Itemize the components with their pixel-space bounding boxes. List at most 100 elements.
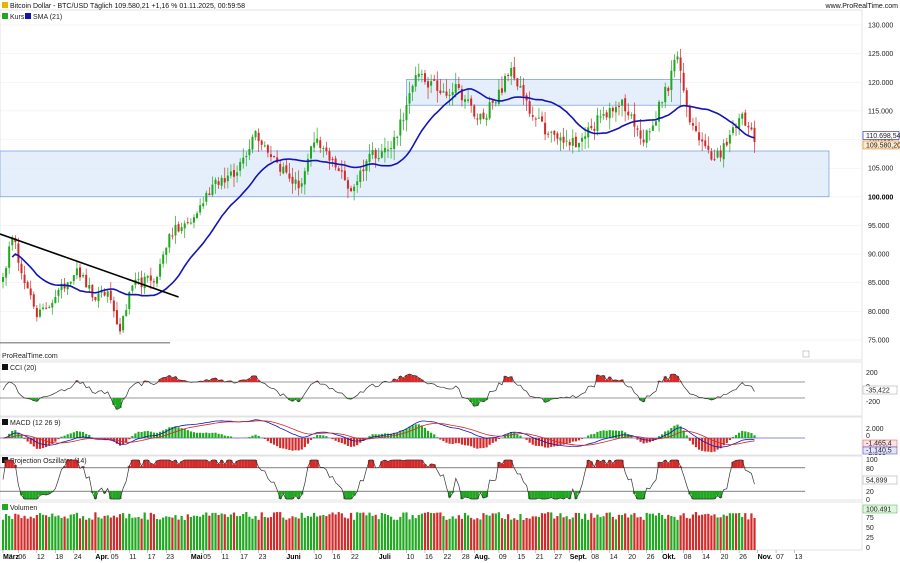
candle-body xyxy=(411,85,414,93)
candle-body xyxy=(574,136,577,148)
candle-body xyxy=(642,139,645,143)
volume-bar xyxy=(346,518,350,550)
candle-body xyxy=(266,145,269,153)
volume-bar xyxy=(368,512,371,550)
x-tick-label: 14 xyxy=(610,554,618,561)
candle-body xyxy=(393,137,396,150)
volume-bar xyxy=(362,512,365,550)
macd-panel: MACD (12 26 9) 2.000 0 -2.000 -1.465,4 -… xyxy=(0,416,898,457)
candle-body xyxy=(11,236,14,246)
volume-bar xyxy=(411,515,414,550)
volume-bar xyxy=(617,514,621,550)
chart-title: Bitcoin Dollar - BTC/USD Täglich 109.580… xyxy=(10,3,245,10)
volume-bar xyxy=(531,516,534,550)
volume-bar xyxy=(463,512,467,550)
panel-resize-icon[interactable] xyxy=(802,350,810,358)
volume-bar xyxy=(602,516,605,550)
candle-body xyxy=(698,132,701,141)
candle-body xyxy=(371,150,374,155)
volume-bar xyxy=(8,515,11,550)
candle-body xyxy=(494,102,497,104)
candle-body xyxy=(571,137,574,146)
volume-bar xyxy=(78,518,82,550)
volume-bar xyxy=(208,515,211,550)
candle-body xyxy=(91,284,94,298)
candle-body xyxy=(516,78,519,87)
candle-body xyxy=(183,223,186,229)
candle-body xyxy=(168,234,171,248)
downtrend-line xyxy=(0,233,179,298)
candle-body xyxy=(297,180,300,189)
volume-bar xyxy=(118,514,122,550)
volume-bar xyxy=(340,513,343,550)
candle-body xyxy=(122,315,125,331)
candle-body xyxy=(146,276,149,278)
x-tick-label: Juli xyxy=(379,554,391,561)
x-tick-label: Nov. xyxy=(758,554,773,561)
candle-body xyxy=(451,92,454,95)
volume-bar xyxy=(235,516,239,550)
x-tick-label: 16 xyxy=(333,554,341,561)
candle-body xyxy=(713,159,716,161)
volume-bar xyxy=(568,519,571,550)
candle-body xyxy=(97,293,100,302)
volume-bar xyxy=(291,516,294,550)
candle-body xyxy=(260,140,263,145)
cci-tick-neg200: -200 xyxy=(866,399,880,406)
volume-bar xyxy=(374,514,377,550)
y-tick-label: 75.000 xyxy=(868,338,890,345)
candle-body xyxy=(402,120,405,122)
candle-body xyxy=(670,70,673,90)
volume-bar xyxy=(442,516,445,550)
macd-line xyxy=(2,419,755,448)
volume-bar xyxy=(26,518,29,550)
volume-bar xyxy=(436,512,439,550)
candle-body xyxy=(279,164,282,172)
volume-bar xyxy=(365,515,368,550)
candle-body xyxy=(343,170,346,181)
x-tick-label: 17 xyxy=(148,554,156,561)
candle-body xyxy=(159,264,162,277)
x-tick-label: 26 xyxy=(739,554,747,561)
volume-bar xyxy=(211,512,214,550)
volume-bar xyxy=(306,516,310,550)
volume-bar xyxy=(134,517,137,550)
volume-bar xyxy=(51,513,54,550)
volume-bar xyxy=(69,514,72,550)
volume-bar xyxy=(562,517,565,550)
candle-body xyxy=(23,274,26,283)
volume-bar xyxy=(35,515,38,550)
proj-tick-100: 100 xyxy=(866,457,878,464)
candle-body xyxy=(614,106,617,113)
y-tick-label: 85.000 xyxy=(868,280,890,287)
candle-body xyxy=(581,137,584,142)
candle-body xyxy=(32,294,35,307)
volume-bar xyxy=(214,512,217,550)
candle-body xyxy=(112,300,115,312)
x-tick-label: 09 xyxy=(499,554,507,561)
candle-body xyxy=(288,173,291,179)
x-tick-label: 10 xyxy=(406,554,414,561)
volume-bar xyxy=(691,514,695,550)
candle-body xyxy=(5,268,8,278)
volume-bar xyxy=(229,514,233,550)
candle-body xyxy=(377,157,380,160)
volume-bar xyxy=(402,512,405,550)
volume-bar xyxy=(279,512,282,550)
x-tick-label: 06 xyxy=(18,554,26,561)
x-tick-label: 24 xyxy=(74,554,82,561)
volume-bar xyxy=(430,512,433,550)
volume-bar xyxy=(377,519,380,550)
volume-bar xyxy=(48,516,51,550)
site-label[interactable]: www.ProRealTime.com xyxy=(825,3,899,10)
volume-bar xyxy=(17,514,20,550)
volume-bar xyxy=(112,515,115,550)
candle-body xyxy=(325,147,328,152)
volume-bar xyxy=(312,512,316,550)
x-tick-label: 21 xyxy=(536,554,544,561)
x-tick-label: Juni xyxy=(286,554,300,561)
candle-body xyxy=(143,276,146,289)
volume-bar xyxy=(300,512,303,550)
volume-bar xyxy=(165,516,168,550)
candle-body xyxy=(454,84,457,93)
